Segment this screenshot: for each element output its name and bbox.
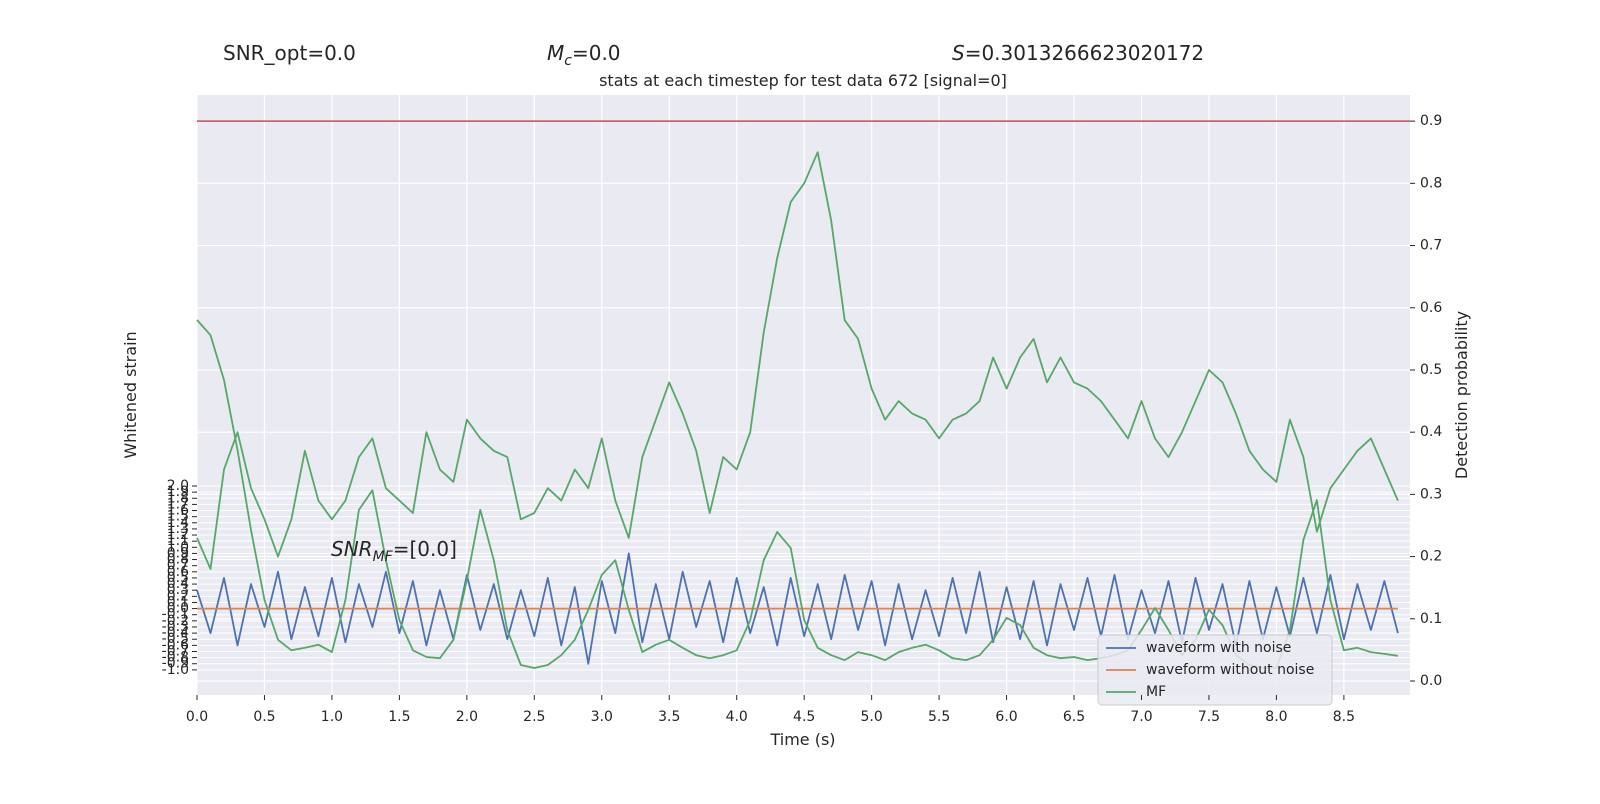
- line: [196, 151, 1399, 570]
- x-tick-label: 8.5: [1333, 709, 1355, 725]
- y-tick-label: 1.3: [167, 521, 189, 537]
- y-tick-label: -0.8: [162, 650, 189, 666]
- x-tick-label: 3.0: [591, 709, 613, 725]
- value: =[0.0]: [393, 537, 457, 561]
- y2-tick-label: 0.2: [1420, 549, 1442, 565]
- annotation: SNRMF=[0.0]: [331, 537, 457, 565]
- legend-box: [1097, 634, 1333, 706]
- y-tick-label: 0.1: [167, 594, 189, 610]
- chart-title: stats at each timestep for test data 672…: [599, 71, 1007, 90]
- x-tick-label: 5.5: [928, 709, 950, 725]
- y-tick-label: 1.5: [167, 509, 189, 525]
- x-tick-label: 7.5: [1198, 709, 1220, 725]
- x-tick-label: 2.0: [456, 709, 478, 725]
- y-tick-label: -0.1: [162, 607, 189, 623]
- s-stat: S=0.3013266623020172: [952, 41, 1204, 65]
- snr-opt: SNR_opt=0.0: [223, 41, 356, 65]
- y-tick-label: 0.9: [167, 545, 189, 561]
- y-tick-label: 0.6: [167, 564, 189, 580]
- y-tick-label: 1.6: [167, 503, 189, 519]
- x-tick-label: 1.0: [321, 709, 343, 725]
- y-tick-label: -1.0: [162, 662, 189, 678]
- y2-tick-label: 0.9: [1420, 113, 1442, 129]
- y-tick-label: 1.9: [167, 484, 189, 500]
- x-tick-label: 0.5: [253, 709, 275, 725]
- y-tick-label: 2.0: [167, 478, 189, 494]
- line: [196, 552, 1399, 665]
- y-tick-label: 1.0: [167, 539, 189, 555]
- x-tick-label: 5.0: [861, 709, 883, 725]
- x-tick-label: 4.5: [793, 709, 815, 725]
- y-tick-label: -0.9: [162, 656, 189, 672]
- subscript: MF: [373, 549, 394, 565]
- y-tick-label: 0.2: [167, 588, 189, 604]
- y-tick-label: -0.4: [162, 625, 189, 641]
- y-tick-label: -0.2: [162, 613, 189, 629]
- y-tick-label: 0.8: [167, 552, 189, 568]
- y-tick-label: 0.4: [167, 576, 189, 592]
- y-tick-label: 1.1: [167, 533, 189, 549]
- y-axis-label: Whitened strain: [121, 331, 140, 458]
- y-tick-label: 1.2: [167, 527, 189, 543]
- y-tick-label: 1.8: [167, 490, 189, 506]
- x-tick-label: 8.0: [1265, 709, 1287, 725]
- y-tick-label: 0.5: [167, 570, 189, 586]
- legend-label: waveform without noise: [1146, 662, 1314, 678]
- x-tick-label: 7.0: [1130, 709, 1152, 725]
- x-tick-label: 6.0: [995, 709, 1017, 725]
- symbol: S: [952, 41, 965, 65]
- value: =0.3013266623020172: [965, 41, 1204, 65]
- y2-tick-label: 0.7: [1420, 238, 1442, 254]
- y2-tick-label: 0.0: [1420, 673, 1442, 689]
- y-tick-label: -0.3: [162, 619, 189, 635]
- y2-tick-label: 0.3: [1420, 486, 1442, 502]
- y-tick-label: -0.6: [162, 637, 189, 653]
- y2-tick-label: 0.1: [1420, 611, 1442, 627]
- y2-axis-label: Detection probability: [1452, 311, 1471, 479]
- y2-tick-label: 0.8: [1420, 175, 1442, 191]
- symbol: SNR: [331, 537, 373, 561]
- y-tick-label: 1.7: [167, 496, 189, 512]
- y2-tick-label: 0.6: [1420, 300, 1442, 316]
- x-tick-label: 6.5: [1063, 709, 1085, 725]
- x-axis-label: Time (s): [769, 730, 835, 749]
- y-tick-label: 0.3: [167, 582, 189, 598]
- x-tick-label: 1.5: [388, 709, 410, 725]
- symbol: M: [547, 41, 564, 65]
- y-tick-label: -0.7: [162, 643, 189, 659]
- legend-label: waveform with noise: [1146, 640, 1291, 656]
- value: =0.0: [572, 41, 621, 65]
- y-tick-label: -0.5: [162, 631, 189, 647]
- y-tick-label: 1.4: [167, 515, 189, 531]
- subscript: c: [564, 53, 572, 69]
- chirp-mass: Mc=0.0: [547, 41, 621, 69]
- y2-tick-label: 0.5: [1420, 362, 1442, 378]
- x-tick-label: 3.5: [658, 709, 680, 725]
- x-tick-label: 2.5: [523, 709, 545, 725]
- legend-label: MF: [1146, 684, 1166, 700]
- x-tick-label: 0.0: [186, 709, 208, 725]
- x-tick-label: 4.0: [726, 709, 748, 725]
- y-tick-label: 0.0: [167, 601, 189, 617]
- y2-tick-label: 0.4: [1420, 424, 1442, 440]
- legend: waveform with noise waveform without nois…: [1097, 634, 1333, 706]
- y-tick-label: 0.7: [167, 558, 189, 574]
